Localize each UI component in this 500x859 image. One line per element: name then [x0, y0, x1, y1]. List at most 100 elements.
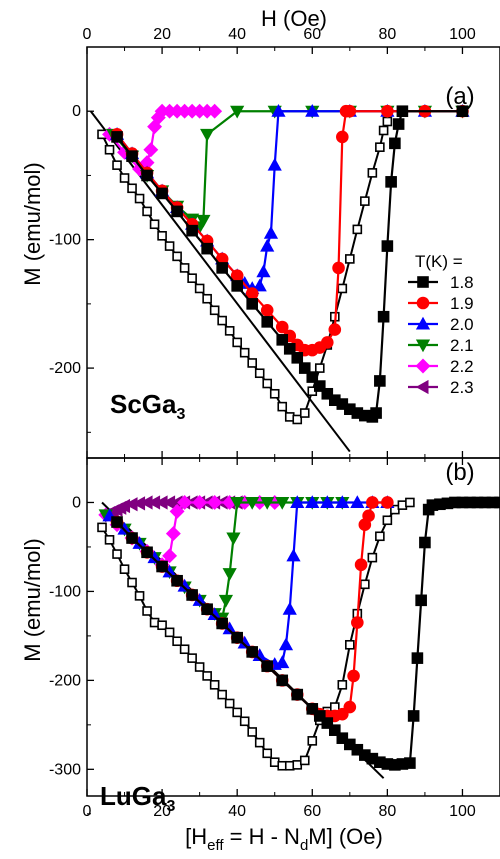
- data-point-open: [232, 707, 242, 718]
- data-point-2.1: [218, 594, 234, 608]
- legend-marker-2.1: [415, 339, 431, 353]
- data-point-1.8: [396, 105, 409, 118]
- y-axis-label-b: M (emu/mol): [20, 538, 45, 661]
- data-point-2.0: [275, 655, 290, 669]
- y-tick-label: -300: [49, 761, 81, 778]
- data-point-1.8: [201, 603, 213, 616]
- data-point-1.8: [456, 105, 469, 118]
- data-point-2.0: [260, 238, 275, 252]
- data-point-2.2: [192, 495, 208, 510]
- data-point-2.0: [305, 103, 320, 117]
- data-point-open: [209, 680, 220, 690]
- data-point-open: [345, 639, 355, 650]
- data-point-1.8: [370, 407, 382, 419]
- y-axis-label-a: M (emu/mol): [20, 162, 45, 285]
- data-point-2.1: [226, 532, 241, 546]
- data-point-1.8: [389, 137, 401, 150]
- y-tick-label: 0: [72, 494, 81, 511]
- x-tick-label: 0: [83, 803, 92, 820]
- data-point-2.0: [290, 495, 305, 508]
- data-point-open: [360, 196, 370, 206]
- legend-marker-1.8: [417, 276, 429, 288]
- data-point-1.8: [231, 631, 243, 644]
- data-point-open: [239, 716, 250, 727]
- data-point-open: [345, 254, 355, 264]
- top-tick-label: 0: [83, 26, 92, 43]
- data-point-1.8: [336, 732, 349, 744]
- data-point-1.8: [186, 589, 198, 601]
- data-point-2.1: [200, 128, 215, 142]
- material-b-sub: 3: [166, 798, 175, 815]
- data-point-1.8: [126, 532, 138, 544]
- data-point-open: [172, 636, 182, 647]
- y-tick-label: -100: [49, 583, 81, 600]
- data-point-1.8: [385, 176, 397, 188]
- data-point-1.9: [351, 616, 364, 629]
- data-point-open: [224, 698, 235, 709]
- x-tick-label: 40: [228, 803, 246, 820]
- data-point-open: [367, 168, 378, 178]
- x-tick-label: 20: [153, 803, 171, 820]
- data-point-open: [299, 755, 310, 766]
- data-point-1.9: [336, 130, 349, 144]
- data-point-open: [337, 680, 348, 690]
- data-point-1.8: [404, 757, 416, 769]
- data-point-2.2: [207, 495, 223, 510]
- data-point-1.8: [291, 352, 304, 364]
- data-point-1.8: [276, 334, 289, 346]
- legend: T(K) = 1.8 1.9 2.0 2.1 2.2 2.3: [408, 252, 474, 397]
- top-tick-label: 20: [153, 26, 171, 43]
- data-point-open: [164, 627, 175, 638]
- data-point-open: [247, 358, 257, 368]
- data-point-1.8: [374, 375, 386, 387]
- data-point-open: [187, 273, 197, 283]
- data-point-open: [262, 378, 273, 389]
- data-point-open: [194, 662, 205, 672]
- data-point-open: [254, 737, 265, 748]
- data-point-1.9: [381, 496, 394, 509]
- data-point-open: [157, 231, 167, 241]
- data-point-2.2: [143, 142, 159, 158]
- data-point-open: [247, 727, 257, 737]
- data-point-open: [217, 315, 227, 326]
- data-point-1.9: [354, 558, 368, 572]
- data-point-open: [134, 591, 145, 601]
- data-point-1.8: [291, 688, 304, 701]
- data-point-open: [172, 251, 182, 262]
- data-point-open: [97, 522, 107, 533]
- data-point-1.8: [321, 717, 334, 729]
- legend-marker-1.9: [416, 296, 430, 310]
- data-point-1.9: [332, 261, 345, 275]
- data-point-2.1: [230, 496, 245, 510]
- bottom-axis-label-part: [H: [185, 824, 207, 849]
- data-point-1.8: [377, 310, 390, 323]
- data-point-open: [360, 579, 370, 590]
- data-point-1.8: [111, 516, 123, 528]
- legend-label-1.8: 1.8: [450, 273, 474, 292]
- data-point-1.8: [283, 343, 296, 355]
- data-point-open: [239, 347, 250, 358]
- data-point-1.9: [366, 496, 379, 509]
- data-point-1.8: [411, 652, 424, 664]
- panel-b: 0 20 40 60 80 100 0 -100 -200 -300: [49, 457, 500, 820]
- data-point-1.9: [343, 700, 357, 714]
- data-point-1.8: [141, 169, 153, 182]
- data-point-open: [375, 531, 385, 542]
- data-point-1.9: [275, 320, 289, 334]
- data-point-1.8: [156, 560, 168, 573]
- top-tick-label: 100: [449, 26, 476, 43]
- data-point-open: [299, 408, 310, 418]
- data-point-open: [232, 337, 242, 348]
- legend-marker-2.3: [415, 379, 429, 395]
- data-point-2.0: [271, 103, 286, 117]
- x-tick-label: 100: [449, 803, 476, 820]
- data-point-1.8: [126, 150, 138, 162]
- data-point-1.9: [343, 104, 357, 118]
- material-b: LuGa: [100, 781, 167, 811]
- data-point-2.2: [165, 526, 181, 542]
- data-point-open: [149, 219, 160, 230]
- data-point-1.8: [494, 496, 500, 509]
- data-point-2.1: [222, 568, 237, 581]
- data-point-1.8: [186, 224, 198, 237]
- data-point-2.0: [263, 225, 279, 239]
